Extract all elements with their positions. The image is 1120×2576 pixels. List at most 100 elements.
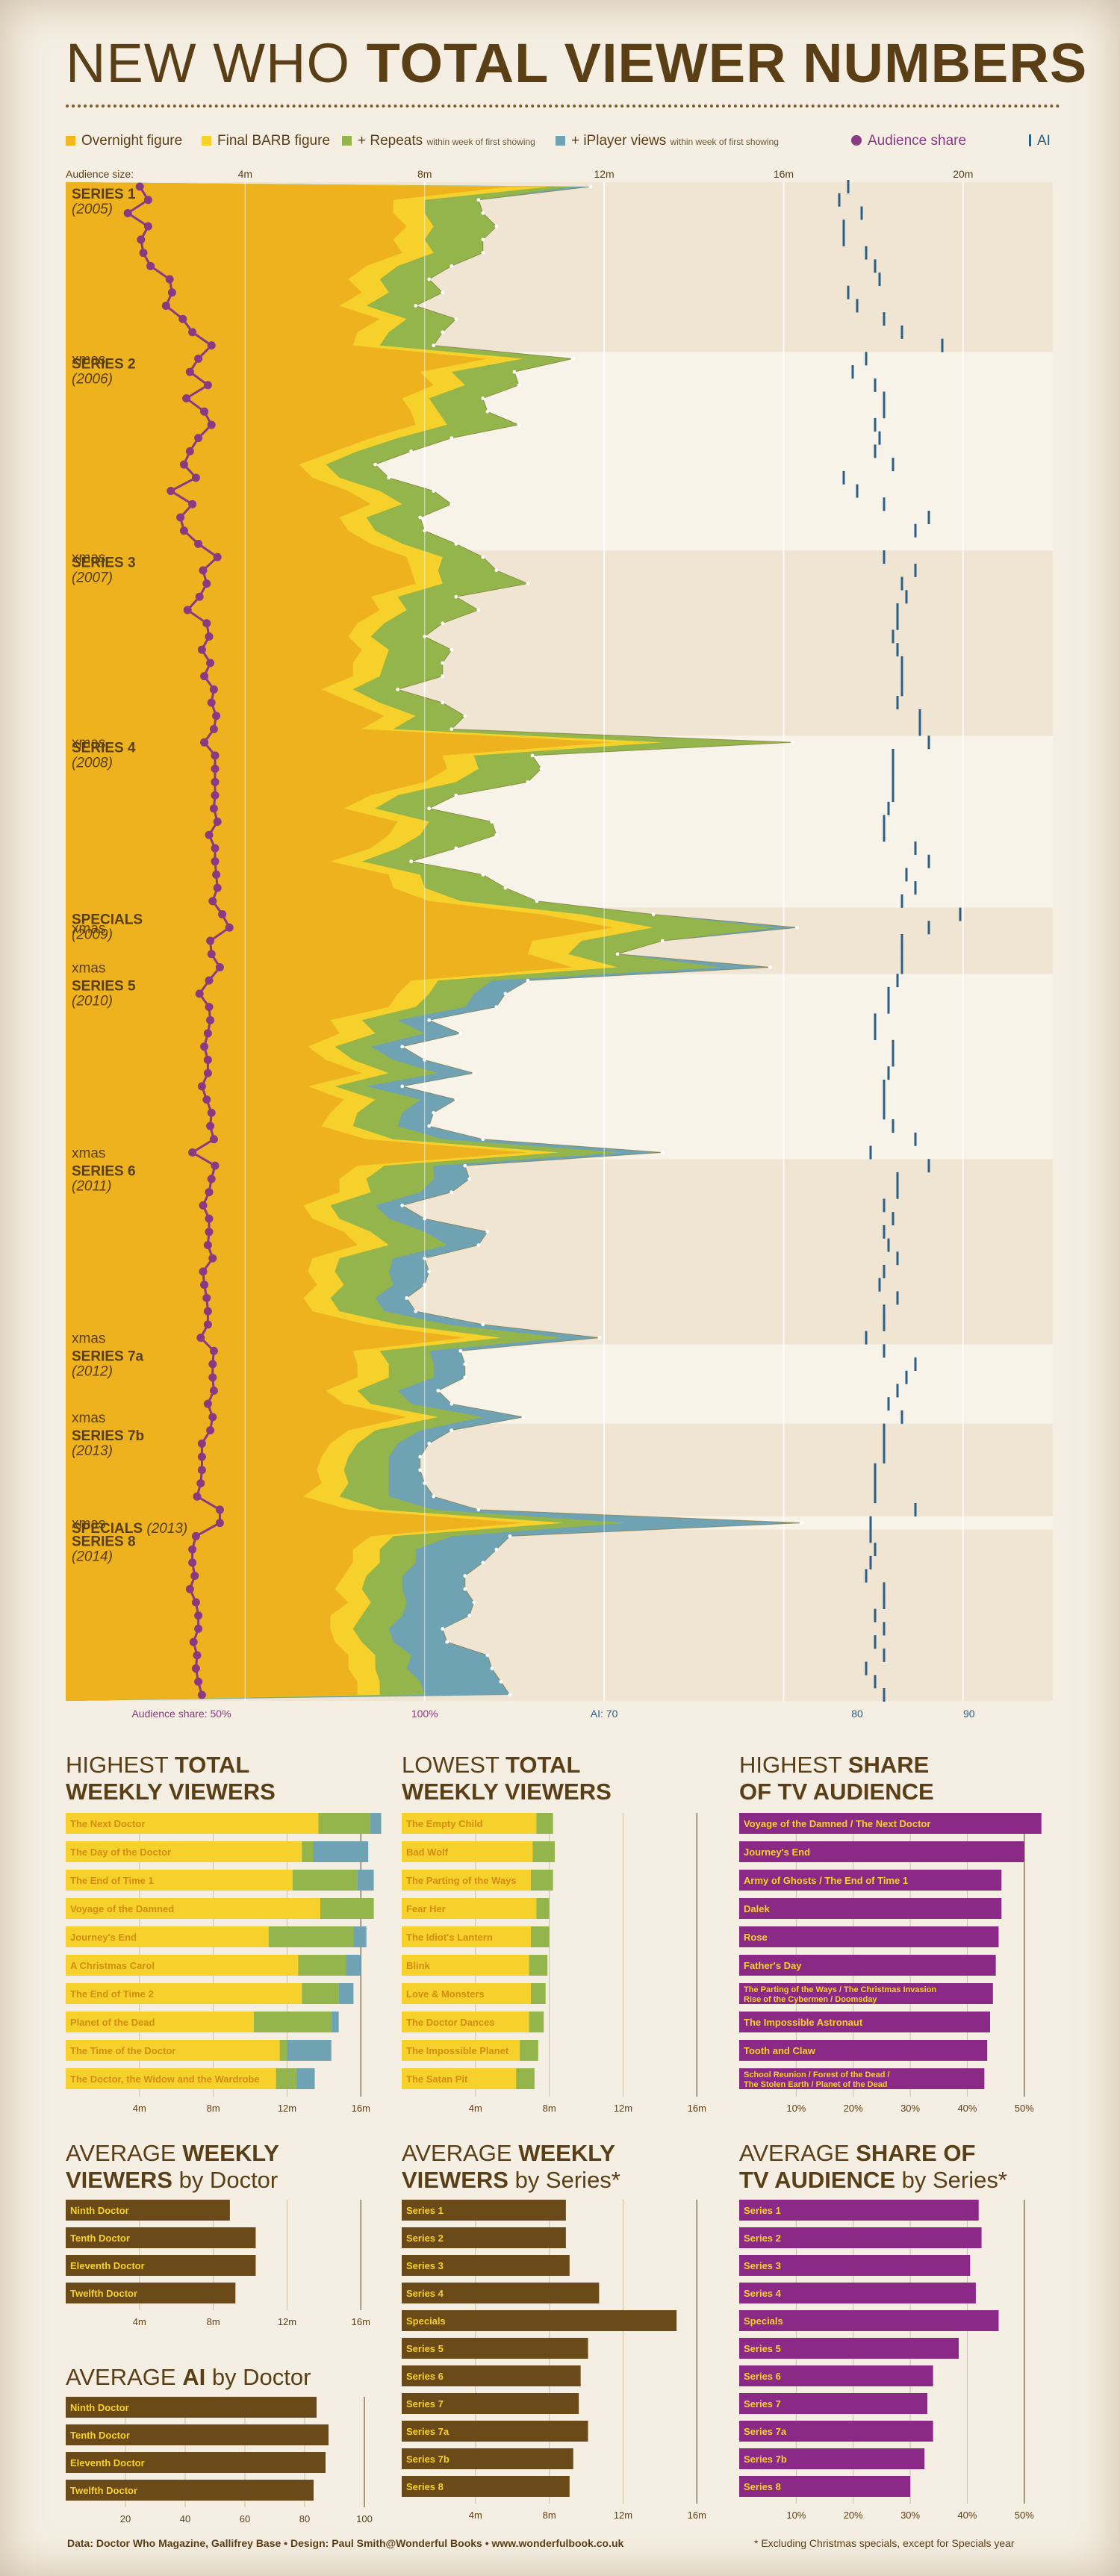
legend-swatch xyxy=(342,136,352,146)
total-point xyxy=(588,184,593,189)
total-point xyxy=(485,1230,490,1234)
total-point xyxy=(427,1269,432,1274)
panel-tick-label: 20% xyxy=(844,2103,863,2114)
panel-tick-label: 60 xyxy=(240,2513,250,2524)
total-point xyxy=(494,1547,499,1552)
panel-tick-label: 12m xyxy=(278,2103,296,2114)
audience-share-point xyxy=(188,500,197,508)
audience-share-point xyxy=(205,1003,214,1012)
x-tick-label: 16m xyxy=(774,168,794,180)
bar-segment xyxy=(292,1870,358,1891)
bar-label: Eleventh Doctor xyxy=(70,2260,145,2271)
audience-share-point xyxy=(197,645,206,654)
total-point xyxy=(494,833,499,837)
audience-share-point xyxy=(185,1584,194,1593)
title-part: VIEWERS xyxy=(66,2167,172,2193)
total-point xyxy=(454,1098,458,1102)
audience-share-point xyxy=(207,1175,216,1183)
audience-share-point xyxy=(209,1346,218,1355)
bar xyxy=(739,2393,927,2414)
title-part: by Doctor xyxy=(205,2364,311,2390)
footer-credits: Data: Doctor Who Magazine, Gallifrey Bas… xyxy=(67,2537,624,2549)
page-title: NEW WHO TOTAL VIEWER NUMBERS xyxy=(66,31,1087,95)
audience-share-point xyxy=(207,341,216,350)
total-point xyxy=(481,237,485,242)
audience-share-point xyxy=(194,354,203,363)
title-divider xyxy=(66,105,1060,108)
bar-segment xyxy=(331,2012,339,2032)
total-point xyxy=(449,264,454,268)
audience-share-point xyxy=(167,288,176,297)
bar-segment xyxy=(402,2040,520,2061)
bar-label: The Time of the Doctor xyxy=(70,2045,175,2056)
audience-share-point xyxy=(225,923,234,932)
audience-share-point xyxy=(200,407,209,416)
bar-label: The Satan Pit xyxy=(406,2073,468,2085)
panel-tick-label: 40 xyxy=(180,2513,190,2524)
audience-share-point xyxy=(205,1214,214,1223)
bar-segment xyxy=(357,1870,374,1891)
audience-share-point xyxy=(188,1148,197,1157)
legend-label: + iPlayer views xyxy=(571,133,667,149)
total-point xyxy=(768,965,772,969)
bar-segment xyxy=(279,2040,287,2061)
audience-share-point xyxy=(206,659,215,668)
panel-tick-label: 100 xyxy=(356,2513,373,2524)
bar-segment xyxy=(402,2012,529,2032)
bar-segment xyxy=(346,1955,361,1976)
bar-segment xyxy=(66,1926,269,1947)
total-point xyxy=(476,198,481,202)
bar xyxy=(66,2200,230,2221)
bar xyxy=(66,2227,256,2248)
panel-title-avg-doctor: AVERAGE WEEKLY VIEWERS by Doctor xyxy=(66,2140,279,2194)
audience-share-point xyxy=(206,1426,215,1435)
title-part: SHARE OF xyxy=(856,2140,976,2166)
total-point xyxy=(458,1348,463,1353)
audience-share-point xyxy=(212,870,221,879)
series-year: (2014) xyxy=(72,1549,113,1565)
total-point xyxy=(427,806,432,811)
total-point xyxy=(436,1389,441,1393)
audience-share-point xyxy=(211,751,220,760)
audience-share-point xyxy=(199,566,208,575)
bar-segment xyxy=(530,1926,550,1947)
total-point xyxy=(441,330,445,335)
total-point xyxy=(526,780,530,784)
title-part: WEEKLY VIEWERS xyxy=(66,1779,276,1805)
total-point xyxy=(476,608,481,612)
audience-share-point xyxy=(203,381,212,390)
bar-segment xyxy=(529,1955,548,1976)
total-point xyxy=(441,621,445,626)
bar xyxy=(402,2255,570,2276)
bar-label: Army of Ghosts / The End of Time 1 xyxy=(744,1875,908,1886)
series-label: SERIES 2 xyxy=(72,356,136,372)
total-point xyxy=(409,449,414,453)
total-point xyxy=(512,370,517,374)
panel-tick-label: 30% xyxy=(900,2103,920,2114)
panel-tick-label: 16m xyxy=(352,2103,370,2114)
bar-label: The Parting of the Ways xyxy=(406,1875,517,1886)
bar xyxy=(402,2393,579,2414)
bar xyxy=(739,2448,925,2469)
total-point xyxy=(476,1243,481,1247)
audience-share-point xyxy=(195,989,204,998)
total-point xyxy=(503,992,508,996)
title-part: by Doctor xyxy=(172,2167,279,2193)
total-point xyxy=(481,873,485,877)
audience-share-point xyxy=(193,1651,202,1660)
bar-segment xyxy=(254,2012,332,2032)
audience-share-point xyxy=(194,1624,203,1633)
bar-label: Journey's End xyxy=(744,1847,810,1858)
title-part: VIEWERS xyxy=(402,2167,508,2193)
audience-share-point xyxy=(215,1505,224,1514)
bar-label: Tooth and Claw xyxy=(744,2045,816,2056)
bar-label: The Doctor Dances xyxy=(406,2017,494,2028)
bar-segment xyxy=(296,2068,315,2089)
bar-segment xyxy=(530,1983,546,2004)
series-year: (2013) xyxy=(72,1443,113,1459)
total-point xyxy=(481,211,485,215)
avg-share-series-chart: Series 1 Series 2 Series 3 Series 4 Specials… xyxy=(739,2200,1034,2521)
total-point xyxy=(503,886,508,890)
bar-segment xyxy=(402,1983,531,2004)
bar-label: Planet of the Dead xyxy=(70,2017,155,2028)
